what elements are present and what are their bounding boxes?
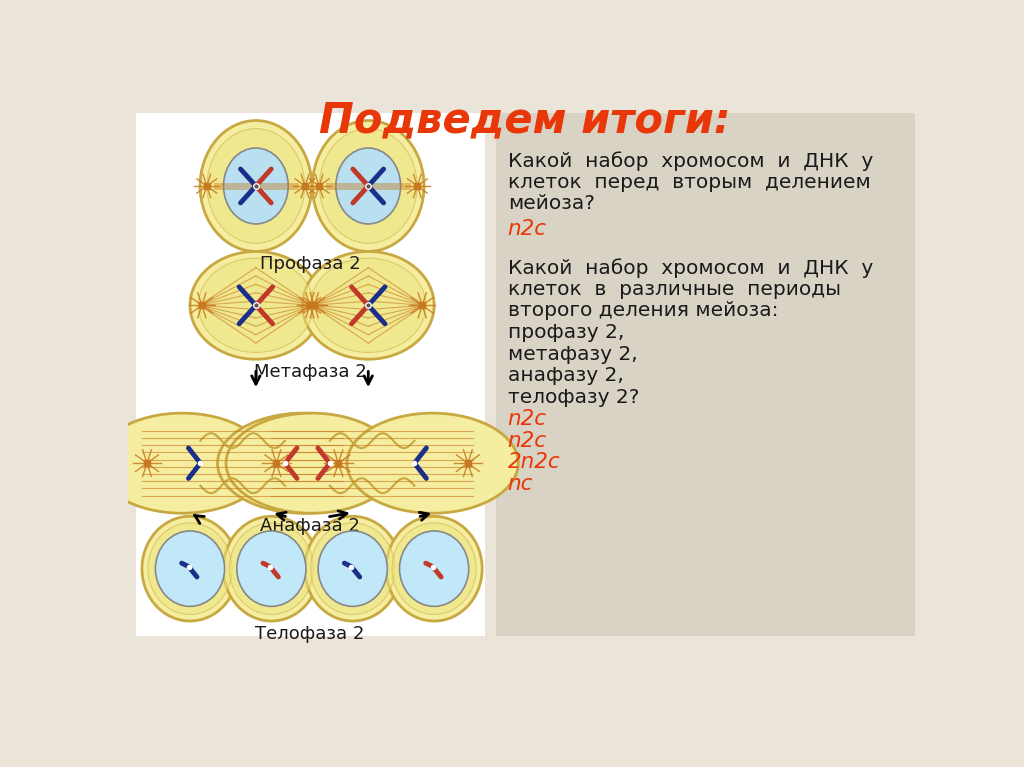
Ellipse shape	[142, 516, 238, 621]
Ellipse shape	[399, 531, 469, 607]
Ellipse shape	[392, 523, 476, 614]
Text: мейоза?: мейоза?	[508, 195, 595, 213]
Text: телофазу 2?: телофазу 2?	[508, 388, 639, 407]
Ellipse shape	[207, 129, 305, 243]
Ellipse shape	[199, 258, 313, 353]
Ellipse shape	[96, 413, 268, 513]
Ellipse shape	[310, 523, 395, 614]
Text: n2c: n2c	[508, 219, 547, 239]
Ellipse shape	[336, 148, 400, 224]
Text: n2c: n2c	[508, 431, 547, 451]
FancyBboxPatch shape	[496, 113, 914, 637]
FancyBboxPatch shape	[136, 113, 484, 637]
Ellipse shape	[305, 516, 400, 621]
FancyBboxPatch shape	[311, 441, 432, 486]
Text: клеток  перед  вторым  делением: клеток перед вторым делением	[508, 173, 870, 192]
Ellipse shape	[200, 120, 311, 252]
Text: n2c: n2c	[508, 410, 547, 430]
Ellipse shape	[226, 413, 397, 513]
Ellipse shape	[156, 531, 224, 607]
Text: Метафаза 2: Метафаза 2	[254, 363, 367, 381]
Ellipse shape	[229, 523, 313, 614]
Text: nc: nc	[508, 474, 534, 494]
Ellipse shape	[302, 252, 434, 359]
Text: Анафаза 2: Анафаза 2	[260, 517, 360, 535]
Text: анафазу 2,: анафазу 2,	[508, 366, 624, 385]
Ellipse shape	[237, 531, 306, 607]
Ellipse shape	[223, 148, 288, 224]
Text: Профаза 2: Профаза 2	[260, 255, 360, 273]
Text: Подведем итоги:: Подведем итоги:	[319, 100, 730, 142]
Text: профазу 2,: профазу 2,	[508, 323, 624, 342]
Ellipse shape	[190, 252, 322, 359]
Text: метафазу 2,: метафазу 2,	[508, 344, 638, 364]
Text: клеток  в  различные  периоды: клеток в различные периоды	[508, 280, 841, 299]
Ellipse shape	[147, 523, 232, 614]
Ellipse shape	[310, 258, 426, 353]
Text: второго деления мейоза:: второго деления мейоза:	[508, 301, 778, 321]
Text: Какой  набор  хромосом  и  ДНК  у: Какой набор хромосом и ДНК у	[508, 151, 873, 171]
FancyBboxPatch shape	[182, 441, 303, 486]
Text: 2n2c: 2n2c	[508, 453, 560, 472]
Ellipse shape	[347, 413, 518, 513]
Text: Какой  набор  хромосом  и  ДНК  у: Какой набор хромосом и ДНК у	[508, 258, 873, 278]
Ellipse shape	[319, 129, 417, 243]
Ellipse shape	[386, 516, 482, 621]
Ellipse shape	[217, 413, 389, 513]
Ellipse shape	[312, 120, 424, 252]
Ellipse shape	[223, 516, 319, 621]
Ellipse shape	[318, 531, 387, 607]
Text: Телофаза 2: Телофаза 2	[255, 625, 365, 643]
